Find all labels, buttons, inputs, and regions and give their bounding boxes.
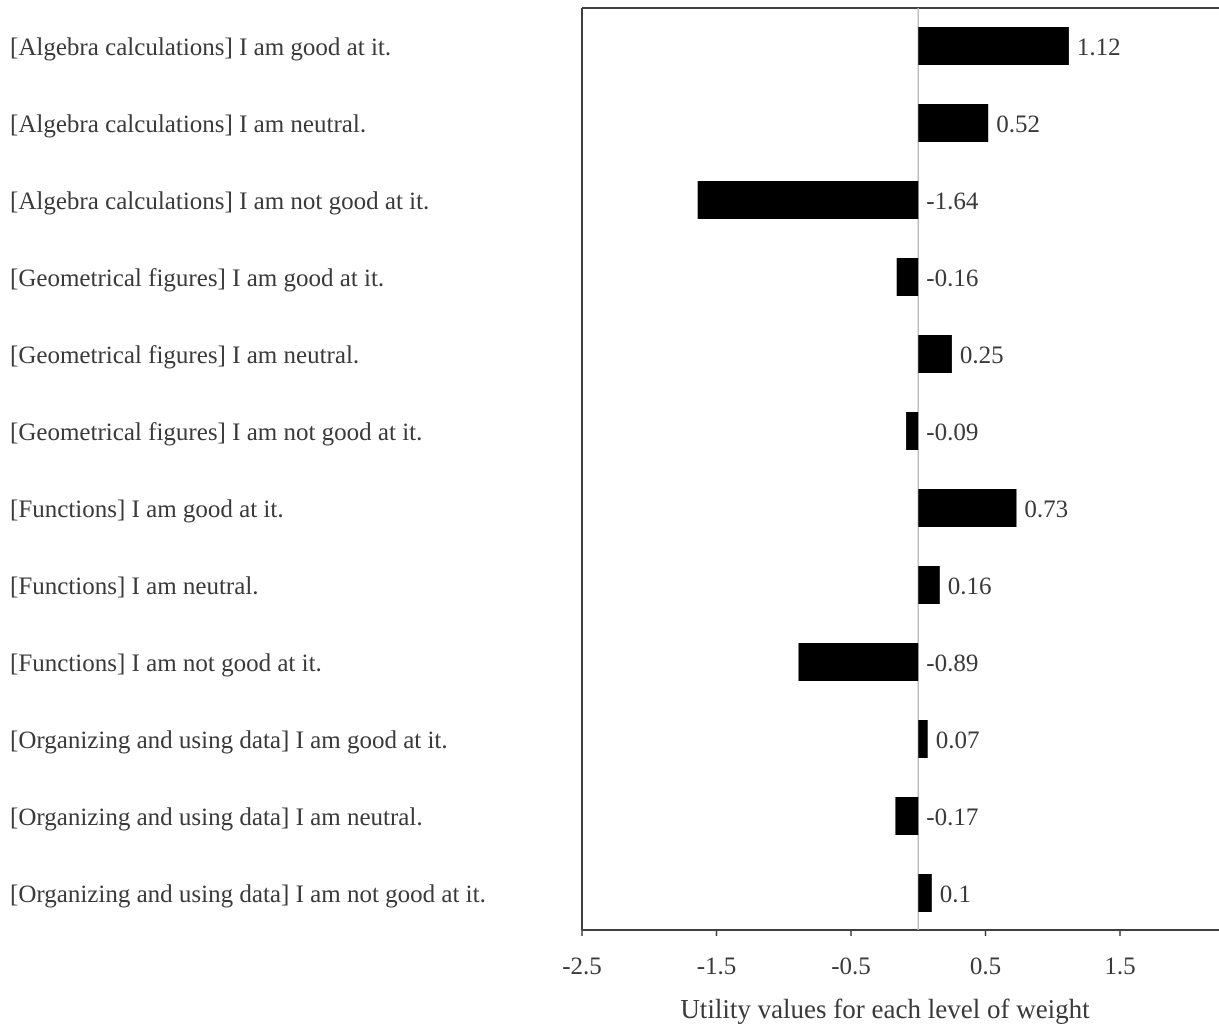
value-label: 1.12 xyxy=(1077,34,1121,61)
category-label: [Algebra calculations] I am good at it. xyxy=(10,34,391,61)
bar xyxy=(906,412,919,450)
x-tick-label: -2.5 xyxy=(562,953,602,980)
category-label: [Geometrical figures] I am good at it. xyxy=(10,265,384,292)
x-tick-label: 0.5 xyxy=(970,953,1001,980)
x-ticks-group: -2.5 -1.5 -0.5 0.5 1.5 xyxy=(562,930,1136,980)
category-label: [Organizing and using data] I am good at… xyxy=(10,727,448,754)
category-label: [Organizing and using data] I am not goo… xyxy=(10,881,486,908)
value-labels-group: 1.12 0.52 -1.64 -0.16 0.25 -0.09 0.73 0.16 -0.89… xyxy=(926,34,1120,908)
bar xyxy=(896,258,919,296)
x-axis-title: Utility values for each level of weight xyxy=(680,994,1090,1024)
plot-frame xyxy=(581,7,1219,931)
category-label: [Functions] I am neutral. xyxy=(10,573,259,600)
category-label: [Geometrical figures] I am neutral. xyxy=(10,342,359,369)
bars-group xyxy=(697,27,1069,912)
value-label: 0.16 xyxy=(948,573,992,600)
value-label: -0.16 xyxy=(926,265,978,292)
category-label: [Algebra calculations] I am neutral. xyxy=(10,111,366,138)
category-label: [Geometrical figures] I am not good at i… xyxy=(10,419,422,446)
x-tick-label: 1.5 xyxy=(1104,953,1135,980)
category-labels-group: [Algebra calculations] I am good at it. [… xyxy=(10,34,486,908)
bar xyxy=(918,489,1017,527)
bar xyxy=(918,27,1069,65)
category-label: [Functions] I am good at it. xyxy=(10,496,284,523)
value-label: 0.73 xyxy=(1024,496,1068,523)
bar xyxy=(918,335,952,373)
value-label: 0.25 xyxy=(960,342,1004,369)
value-label: -0.09 xyxy=(926,419,978,446)
x-tick-label: -1.5 xyxy=(697,953,737,980)
bar xyxy=(918,566,940,604)
value-label: -1.64 xyxy=(926,188,979,215)
value-label: 0.1 xyxy=(940,881,971,908)
value-label: -0.17 xyxy=(926,804,978,831)
value-label: 0.07 xyxy=(936,727,980,754)
bar xyxy=(798,643,919,681)
category-label: [Algebra calculations] I am not good at … xyxy=(10,188,429,215)
bar xyxy=(918,874,932,912)
category-label: [Organizing and using data] I am neutral… xyxy=(10,804,423,831)
bar xyxy=(895,797,919,835)
bar xyxy=(918,720,928,758)
category-label: [Functions] I am not good at it. xyxy=(10,650,322,677)
bar xyxy=(697,181,919,219)
value-label: 0.52 xyxy=(996,111,1040,138)
x-tick-label: -0.5 xyxy=(831,953,871,980)
bar xyxy=(918,104,989,142)
value-label: -0.89 xyxy=(926,650,978,677)
